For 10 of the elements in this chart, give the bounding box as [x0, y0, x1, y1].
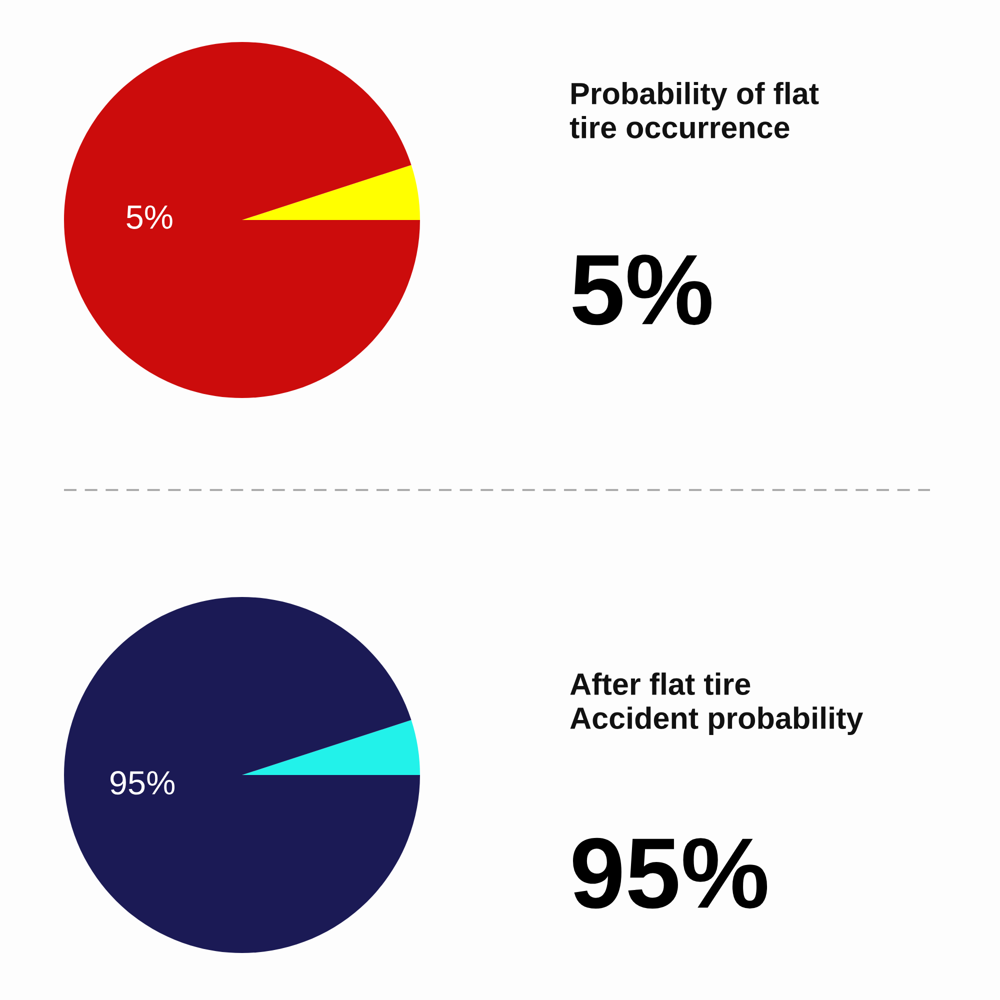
pie-slice: [242, 164, 420, 220]
text: 5%: [126, 205, 172, 229]
text: After flat tire Accident probability: [570, 672, 864, 736]
pie-slice: [64, 42, 420, 398]
text: Probability of flat tire occurrence: [570, 82, 819, 138]
text: 5%: [572, 254, 712, 326]
text: 95%: [572, 838, 768, 909]
pie-slice: [242, 720, 420, 775]
text: 95%: [110, 771, 174, 795]
pie-slice: [64, 597, 420, 953]
